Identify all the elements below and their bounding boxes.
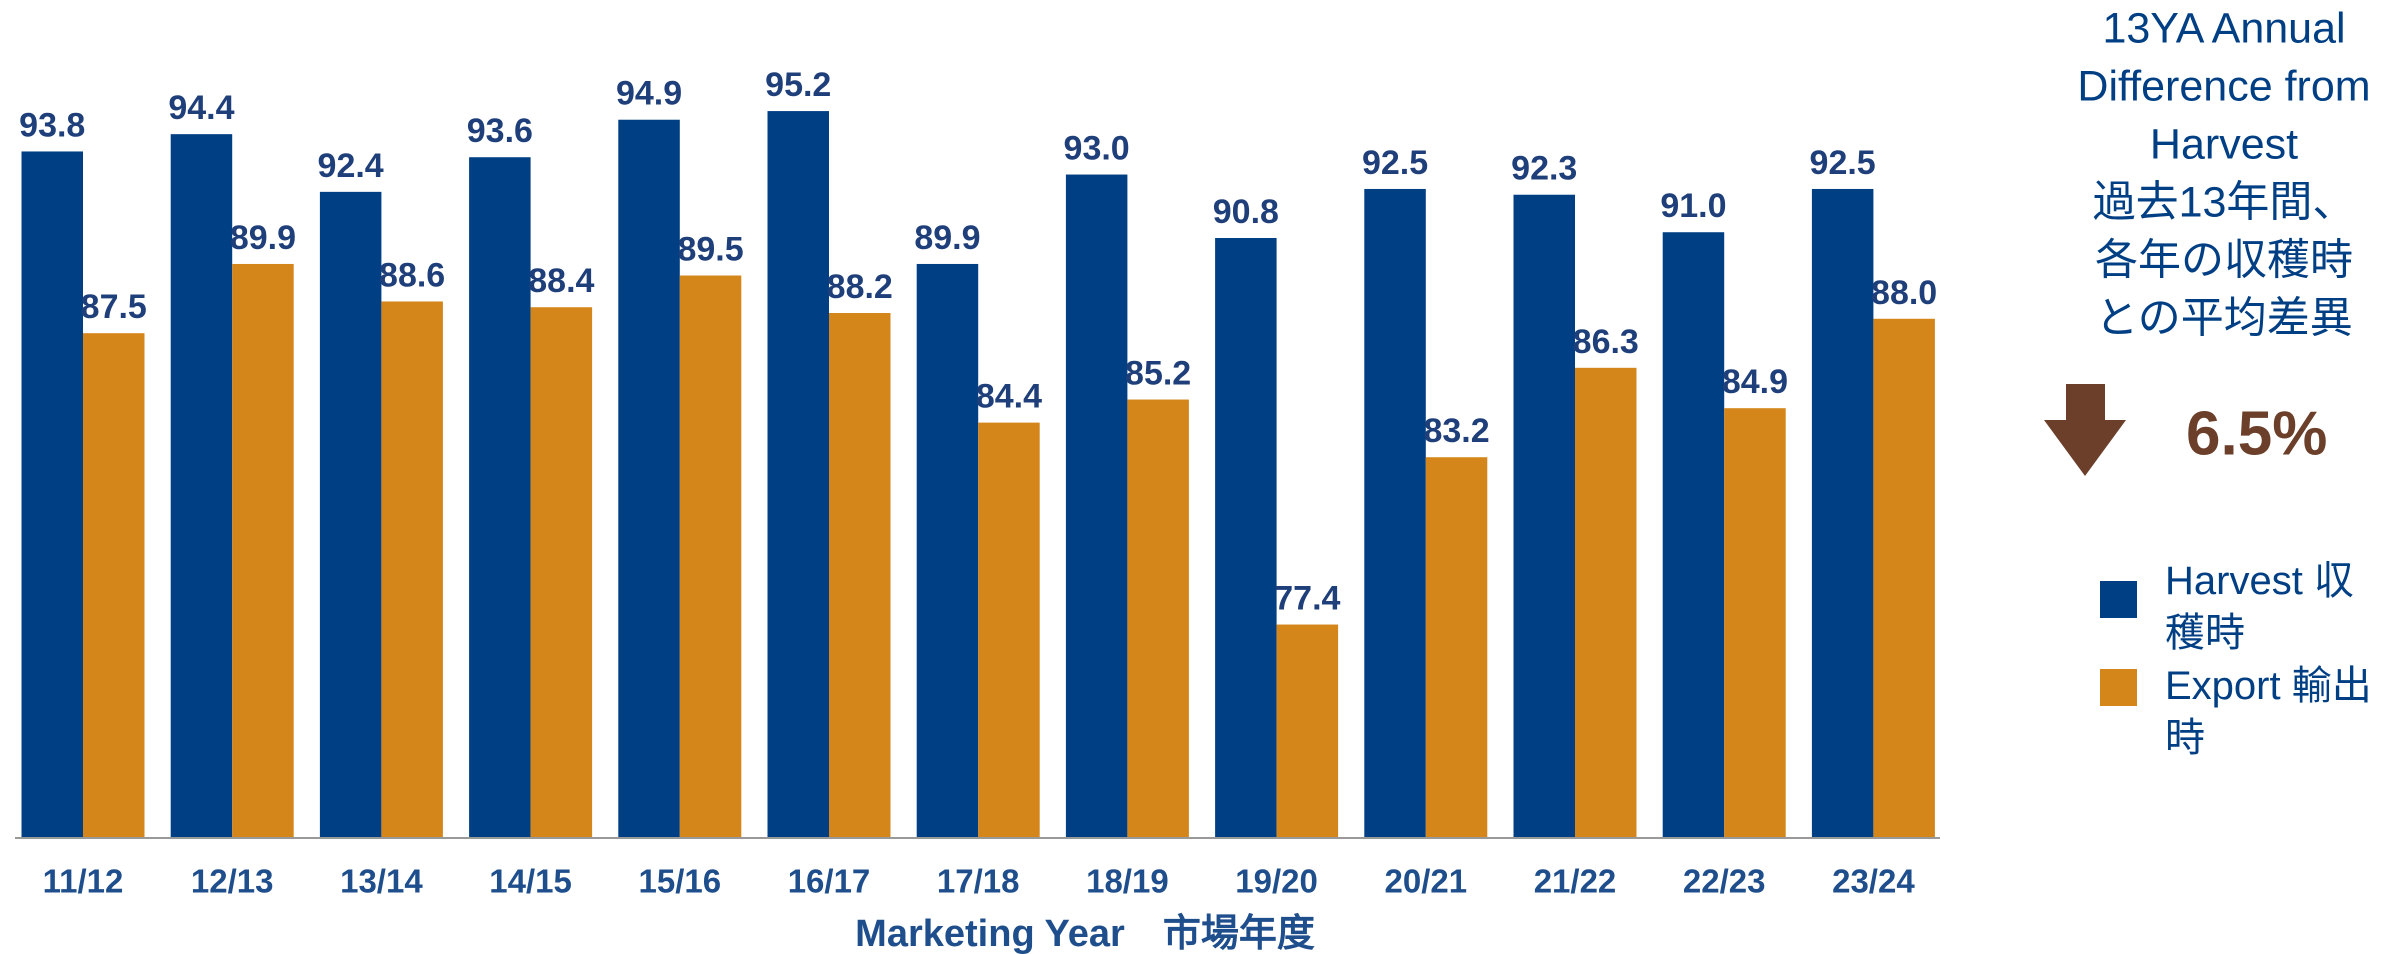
data-label: 94.4 bbox=[168, 89, 234, 127]
bar bbox=[1127, 399, 1189, 838]
x-tick-label: 12/13 bbox=[191, 863, 274, 900]
annotation-line: Harvest bbox=[2150, 120, 2298, 168]
bar bbox=[1425, 457, 1488, 838]
data-label: 84.9 bbox=[1722, 363, 1788, 401]
down-arrow bbox=[2044, 384, 2126, 476]
bar bbox=[1811, 188, 1874, 838]
legend-label: Harvest 収穫時 bbox=[2165, 559, 2354, 655]
data-label: 93.0 bbox=[1064, 130, 1130, 168]
bar bbox=[381, 301, 443, 838]
x-tick-label: 22/23 bbox=[1683, 863, 1766, 900]
data-label: 92.5 bbox=[1810, 144, 1876, 182]
data-label: 85.2 bbox=[1125, 355, 1191, 393]
x-tick-label: 14/15 bbox=[489, 863, 572, 900]
data-label: 87.5 bbox=[81, 288, 147, 326]
bar bbox=[319, 191, 382, 838]
bar bbox=[1724, 408, 1786, 838]
annotation-line: との平均差異 bbox=[2095, 294, 2353, 342]
data-label: 84.4 bbox=[976, 378, 1042, 416]
annotation-line: 各年の収穫時 bbox=[2095, 236, 2353, 284]
data-label: 86.3 bbox=[1573, 323, 1639, 361]
bar bbox=[618, 119, 680, 838]
data-label: 83.2 bbox=[1423, 412, 1489, 450]
data-label: 94.9 bbox=[616, 75, 682, 113]
x-tick-label: 15/16 bbox=[639, 863, 722, 900]
bar bbox=[679, 275, 742, 838]
x-tick-label: 20/21 bbox=[1385, 863, 1468, 900]
legend-label: Export 輸出時 bbox=[2165, 664, 2372, 760]
data-label: 88.6 bbox=[379, 256, 445, 294]
bar bbox=[829, 313, 891, 838]
data-label: 93.6 bbox=[467, 112, 533, 150]
data-label: 89.9 bbox=[230, 219, 296, 257]
data-label: 92.4 bbox=[318, 147, 384, 185]
bar bbox=[1364, 188, 1426, 838]
x-axis-label: Marketing Year 市場年度 bbox=[855, 913, 1315, 954]
data-label: 90.8 bbox=[1213, 193, 1279, 231]
x-tick-label: 18/19 bbox=[1086, 863, 1169, 900]
bar bbox=[1513, 194, 1575, 838]
data-label: 92.3 bbox=[1511, 150, 1577, 188]
x-tick-label: 11/12 bbox=[43, 863, 124, 900]
x-tick-label: 21/22 bbox=[1534, 863, 1617, 900]
data-label: 92.5 bbox=[1362, 144, 1428, 182]
bar bbox=[83, 333, 145, 838]
x-tick-label: 17/18 bbox=[937, 863, 1020, 900]
data-label: 88.4 bbox=[528, 262, 594, 300]
annotation-line: 13YA Annual bbox=[2102, 4, 2345, 52]
data-label: 77.4 bbox=[1274, 580, 1340, 618]
legend-swatch bbox=[2100, 669, 2137, 706]
data-label: 93.8 bbox=[19, 106, 85, 144]
data-label: 91.0 bbox=[1660, 187, 1726, 225]
bar bbox=[1575, 367, 1637, 838]
x-tick-label: 13/14 bbox=[340, 863, 423, 900]
bar bbox=[978, 422, 1040, 838]
legend-swatch bbox=[2100, 581, 2137, 618]
bar bbox=[232, 263, 294, 838]
bar bbox=[1873, 318, 1935, 838]
x-tick-label: 16/17 bbox=[788, 863, 871, 900]
x-tick-label: 23/24 bbox=[1832, 863, 1915, 900]
bar bbox=[767, 111, 829, 839]
annotation-value: 6.5% bbox=[2186, 399, 2327, 468]
bar bbox=[916, 263, 979, 838]
data-label: 89.5 bbox=[677, 230, 743, 268]
x-tick-label: 19/20 bbox=[1235, 863, 1318, 900]
annotation-line: Difference from bbox=[2077, 62, 2370, 110]
bar bbox=[469, 157, 531, 838]
bar bbox=[21, 151, 83, 838]
data-label: 89.9 bbox=[914, 219, 980, 257]
data-label: 95.2 bbox=[765, 66, 831, 104]
bar bbox=[1065, 174, 1128, 839]
data-label: 88.2 bbox=[827, 268, 893, 306]
bar bbox=[530, 307, 593, 838]
data-label: 88.0 bbox=[1871, 274, 1937, 312]
bar bbox=[170, 134, 233, 839]
bar bbox=[1662, 232, 1725, 838]
annotation-line: 過去13年間、 bbox=[2093, 178, 2356, 226]
bar bbox=[1276, 624, 1339, 838]
bar bbox=[1215, 238, 1277, 838]
